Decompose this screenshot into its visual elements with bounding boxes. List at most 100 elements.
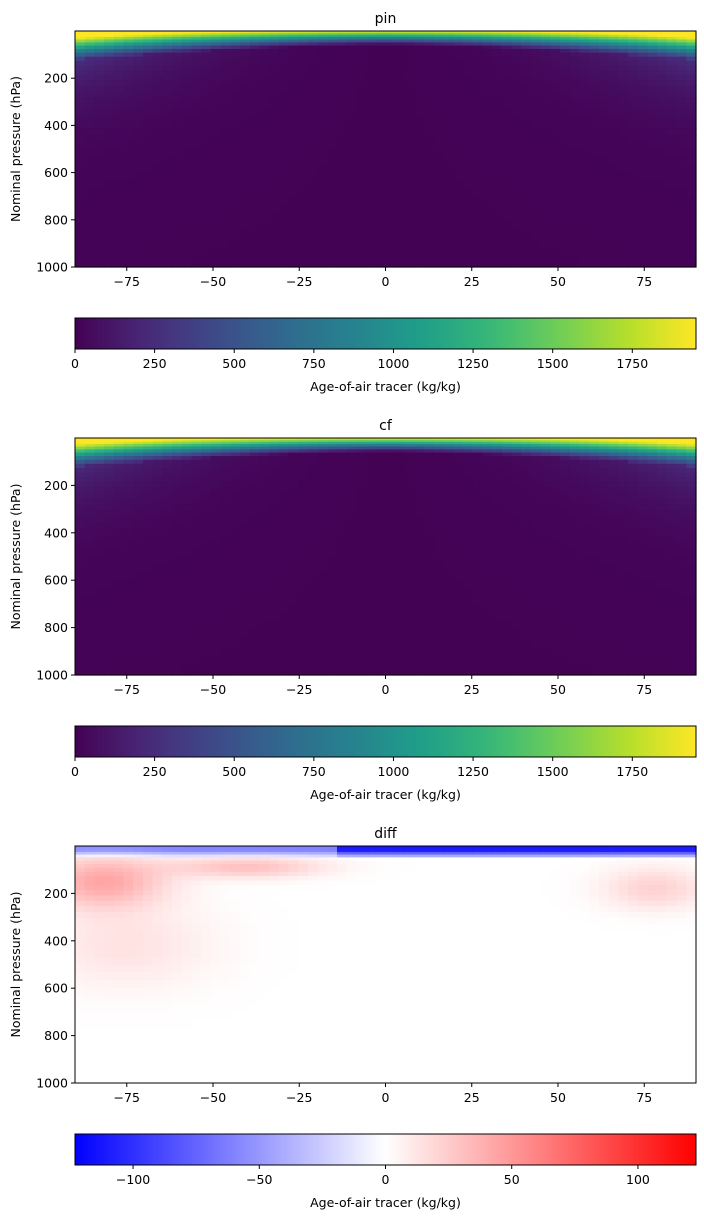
- heatmap-cell: [123, 60, 134, 66]
- heatmap-cell: [492, 449, 503, 454]
- heatmap-cell: [346, 135, 357, 143]
- heatmap-cell: [317, 579, 328, 589]
- heatmap-cell: [608, 32, 619, 36]
- heatmap-cell: [220, 102, 231, 110]
- heatmap-cell: [424, 439, 435, 443]
- heatmap-cell: [346, 239, 357, 249]
- heatmap-cell: [75, 522, 86, 530]
- heatmap-cell: [637, 504, 649, 511]
- heatmap-cell: [375, 441, 387, 445]
- heatmap-cell: [172, 587, 183, 597]
- heatmap-cell: [298, 257, 309, 268]
- heatmap-cell: [560, 60, 571, 66]
- heatmap-cell: [210, 612, 222, 622]
- heatmap-cell: [133, 516, 144, 524]
- heatmap-cell: [443, 549, 455, 558]
- heatmap-cell: [628, 564, 639, 573]
- heatmap-cell: [453, 96, 464, 104]
- heatmap-cell: [327, 492, 338, 499]
- heatmap-cell: [579, 612, 590, 622]
- heatmap-cell: [220, 549, 231, 558]
- heatmap-cell: [346, 587, 357, 597]
- heatmap-cell: [269, 579, 280, 589]
- heatmap-cell: [501, 172, 513, 181]
- heatmap-cell: [395, 556, 406, 565]
- heatmap-cell: [424, 102, 435, 110]
- heatmap-cell: [113, 498, 125, 505]
- heatmap-cell: [628, 52, 639, 58]
- heatmap-cell: [521, 65, 532, 71]
- heatmap-cell: [569, 452, 581, 457]
- heatmap-cell: [569, 239, 581, 249]
- heatmap-cell: [628, 656, 639, 667]
- heatmap-cell: [327, 564, 338, 573]
- heatmap-cell: [414, 446, 425, 450]
- heatmap-cell: [375, 31, 387, 34]
- heatmap-cell: [172, 438, 183, 441]
- heatmap-cell: [531, 34, 542, 38]
- heatmap-cell: [249, 204, 260, 214]
- heatmap-cell: [608, 629, 619, 639]
- heatmap-cell: [482, 91, 493, 98]
- heatmap-cell: [443, 443, 455, 448]
- heatmap-cell: [123, 172, 134, 181]
- heatmap-cell: [472, 85, 484, 92]
- heatmap-cell: [618, 529, 629, 537]
- heatmap-cell: [453, 60, 464, 66]
- heatmap-cell: [104, 45, 115, 50]
- heatmap-cell: [317, 504, 328, 511]
- heatmap-cell: [618, 477, 629, 483]
- heatmap-cell: [569, 439, 581, 443]
- heatmap-cell: [239, 164, 251, 173]
- heatmap-cell: [404, 108, 416, 116]
- heatmap-cell: [511, 196, 522, 206]
- heatmap-cell: [142, 31, 154, 33]
- heatmap-cell: [269, 149, 280, 158]
- heatmap-cell: [172, 656, 183, 667]
- heatmap-cell: [385, 31, 396, 34]
- heatmap-cell: [569, 31, 581, 34]
- heatmap-cell: [142, 656, 154, 667]
- heatmap-cell: [123, 647, 134, 657]
- heatmap-cell: [278, 564, 290, 573]
- heatmap-cell: [463, 452, 474, 457]
- heatmap-cell: [162, 60, 173, 66]
- heatmap-cell: [501, 629, 513, 639]
- heatmap-cell: [492, 196, 503, 206]
- heatmap-cell: [220, 443, 231, 448]
- heatmap-cell: [181, 463, 193, 469]
- heatmap-cell: [210, 522, 222, 530]
- heatmap-cell: [395, 487, 406, 494]
- heatmap-cell: [598, 115, 610, 123]
- heatmap-cell: [152, 504, 163, 511]
- heatmap-cell: [356, 115, 367, 123]
- heatmap-cell: [220, 452, 231, 457]
- heatmap-cell: [259, 542, 270, 551]
- heatmap-cell: [259, 438, 270, 441]
- heatmap-cell: [443, 204, 455, 214]
- heatmap-cell: [230, 179, 241, 189]
- heatmap-cell: [259, 257, 270, 268]
- heatmap-cell: [424, 452, 435, 457]
- heatmap-cell: [201, 31, 212, 33]
- heatmap-cell: [550, 179, 561, 189]
- heatmap-cell: [560, 438, 571, 440]
- heatmap-cell: [104, 75, 115, 81]
- heatmap-cell: [162, 257, 173, 268]
- heatmap-cell: [521, 656, 532, 667]
- heatmap-cell: [191, 179, 202, 189]
- heatmap-cell: [269, 56, 280, 62]
- heatmap-cell: [608, 656, 619, 667]
- heatmap-cell: [666, 172, 678, 181]
- heatmap-cell: [104, 108, 115, 116]
- heatmap-cell: [540, 60, 552, 66]
- heatmap-cell: [298, 498, 309, 505]
- heatmap-cell: [521, 60, 532, 66]
- heatmap-cell: [172, 468, 183, 474]
- heatmap-cell: [269, 443, 280, 448]
- heatmap-cell: [569, 579, 581, 589]
- heatmap-cell: [346, 516, 357, 524]
- heatmap-cell: [269, 603, 280, 613]
- heatmap-cell: [220, 45, 231, 50]
- heatmap-cell: [142, 510, 154, 517]
